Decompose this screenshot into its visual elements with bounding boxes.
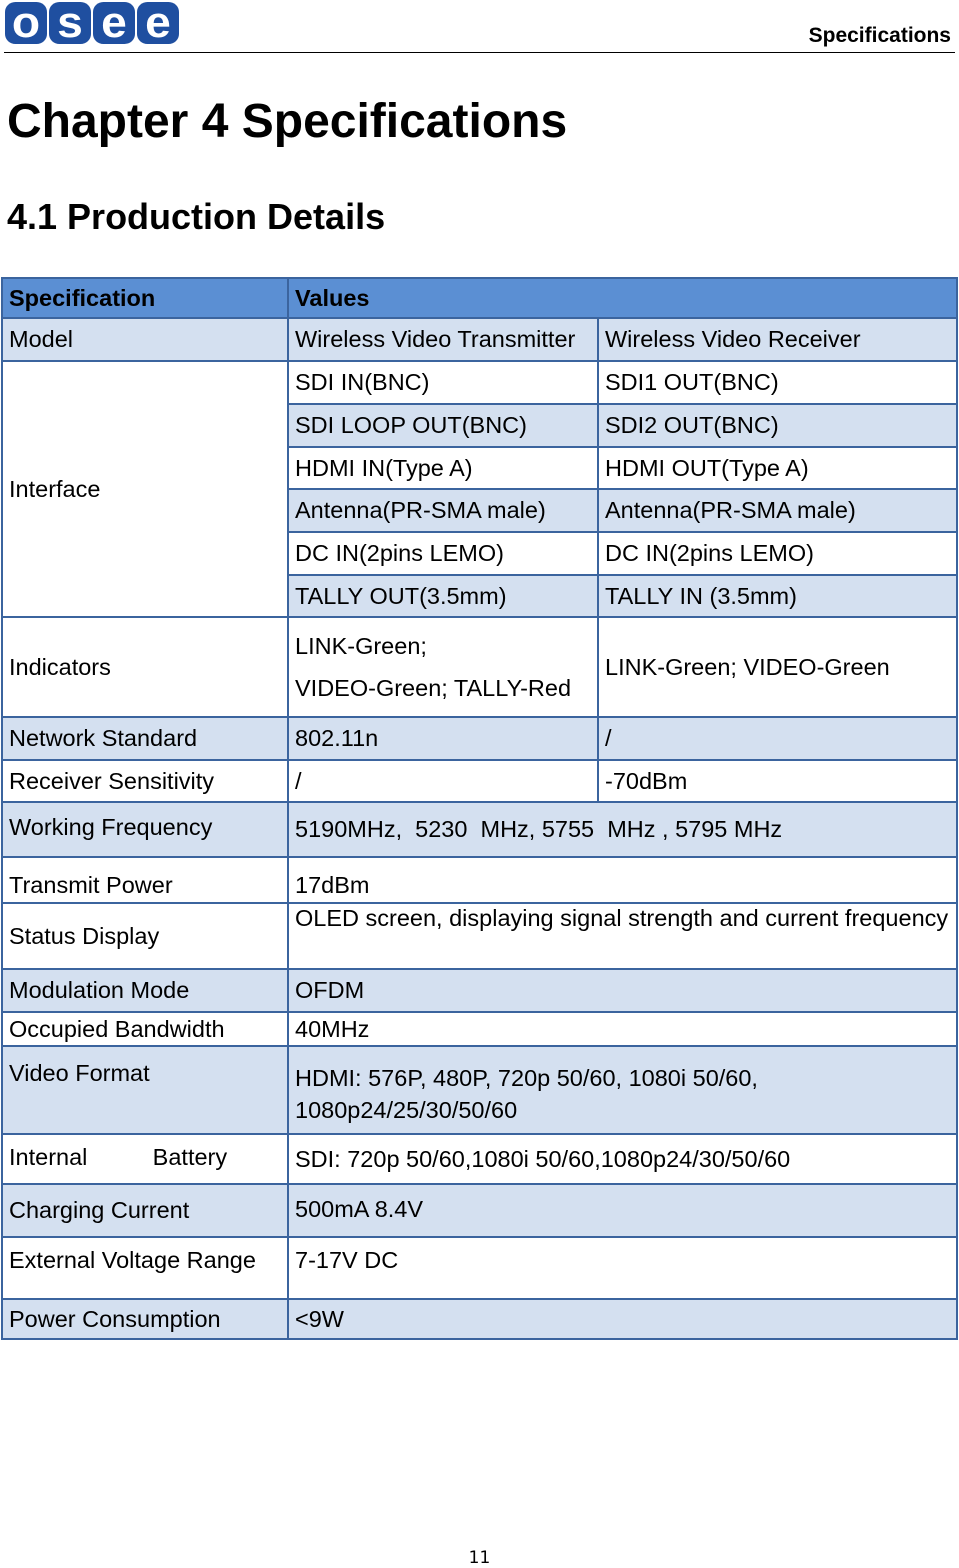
table-row: Working Frequency 5190MHz, 5230 MHz, 575…	[1, 801, 958, 858]
cell: SDI1 OUT(BNC)	[597, 360, 958, 405]
table-row: Receiver Sensitivity / -70dBm	[1, 759, 958, 803]
cell: 7-17V DC	[287, 1236, 958, 1300]
table-row: Transmit Power 17dBm	[1, 856, 958, 904]
cell: SDI2 OUT(BNC)	[597, 403, 958, 448]
header-values: Values	[287, 277, 958, 319]
row-label: Receiver Sensitivity	[1, 759, 289, 803]
table-row: DC IN(2pins LEMO) DC IN(2pins LEMO)	[2, 531, 958, 576]
row-label: Occupied Bandwidth	[1, 1011, 289, 1047]
cell: HDMI: 576P, 480P, 720p 50/60, 1080i 50/6…	[287, 1045, 958, 1135]
chapter-title: Chapter 4 Specifications	[7, 95, 568, 148]
row-label: Status Display	[1, 902, 289, 970]
cell: OLED screen, displaying signal strength …	[287, 902, 958, 970]
row-label: Internal Battery	[1, 1133, 289, 1185]
table-row: TALLY OUT(3.5mm) TALLY IN (3.5mm)	[2, 574, 958, 618]
cell: TALLY IN (3.5mm)	[597, 574, 958, 618]
table-row: Model Wireless Video Transmitter Wireles…	[1, 317, 958, 362]
cell: Antenna(PR-SMA male)	[597, 488, 958, 533]
cell: <9W	[287, 1298, 958, 1340]
table-row: Network Standard 802.11n /	[1, 716, 958, 761]
row-label: Transmit Power	[1, 856, 289, 904]
cell: SDI LOOP OUT(BNC)	[287, 403, 599, 448]
cell: /	[597, 716, 958, 761]
cell: SDI: 720p 50/60,1080i 50/60,1080p24/30/5…	[287, 1133, 958, 1185]
table-header-row: Specification Values	[1, 277, 958, 319]
cell: DC IN(2pins LEMO)	[597, 531, 958, 576]
table-row: Interface SDI IN(BNC) SDI1 OUT(BNC)	[1, 360, 958, 618]
cell: TALLY OUT(3.5mm)	[287, 574, 599, 618]
cell: HDMI OUT(Type A)	[597, 446, 958, 490]
row-label: External Voltage Range	[1, 1236, 289, 1300]
header-rule	[4, 52, 955, 53]
table-row: HDMI IN(Type A) HDMI OUT(Type A)	[2, 446, 958, 490]
cell: Wireless Video Transmitter	[287, 317, 599, 362]
row-label: Working Frequency	[1, 801, 289, 858]
table-row: Power Consumption <9W	[1, 1298, 958, 1340]
cell: DC IN(2pins LEMO)	[287, 531, 599, 576]
row-label: Modulation Mode	[1, 968, 289, 1013]
row-label: Indicators	[1, 616, 289, 718]
header-specification: Specification	[1, 277, 289, 319]
cell: 500mA 8.4V	[287, 1183, 958, 1238]
table-row: Antenna(PR-SMA male) Antenna(PR-SMA male…	[2, 488, 958, 533]
cell: SDI IN(BNC)	[287, 360, 599, 405]
cell: -70dBm	[597, 759, 958, 803]
cell: LINK-Green; VIDEO-Green	[597, 616, 958, 718]
spec-table: Specification Values Model Wireless Vide…	[1, 277, 958, 1340]
row-label: Power Consumption	[1, 1298, 289, 1340]
table-row: External Voltage Range 7-17V DC	[1, 1236, 958, 1300]
row-label: Video Format	[1, 1045, 289, 1135]
cell: /	[287, 759, 599, 803]
cell: 802.11n	[287, 716, 599, 761]
table-row: SDI LOOP OUT(BNC) SDI2 OUT(BNC)	[2, 403, 958, 448]
cell: 5190MHz, 5230 MHz, 5755 MHz , 5795 MHz	[287, 801, 958, 858]
section-title: 4.1 Production Details	[7, 196, 386, 237]
table-row: Indicators LINK-Green; VIDEO-Green; TALLY…	[1, 616, 958, 718]
table-row: Internal Battery SDI: 720p 50/60,1080i 5…	[1, 1133, 958, 1185]
cell: 40MHz	[287, 1011, 958, 1047]
cell: OFDM	[287, 968, 958, 1013]
table-row: Occupied Bandwidth 40MHz	[1, 1011, 958, 1047]
cell-line: LINK-Green;	[295, 632, 427, 659]
cell: LINK-Green; VIDEO-Green; TALLY-Red	[287, 616, 599, 718]
table-row: Status Display OLED screen, displaying s…	[1, 902, 958, 970]
row-label: Network Standard	[1, 716, 289, 761]
cell: Antenna(PR-SMA male)	[287, 488, 599, 533]
running-header: Specifications	[808, 24, 951, 47]
page-number: 11	[468, 1548, 491, 1568]
table-row: Video Format HDMI: 576P, 480P, 720p 50/6…	[1, 1045, 958, 1135]
table-row: Charging Current 500mA 8.4V	[1, 1183, 958, 1238]
cell: Wireless Video Receiver	[597, 317, 958, 362]
row-label: Interface	[1, 360, 289, 618]
table-row: Modulation Mode OFDM	[1, 968, 958, 1013]
cell: HDMI IN(Type A)	[287, 446, 599, 490]
row-label: Model	[1, 317, 289, 362]
cell-line: VIDEO-Green; TALLY-Red	[295, 675, 572, 701]
cell: 17dBm	[287, 856, 958, 904]
row-label: Charging Current	[1, 1183, 289, 1238]
